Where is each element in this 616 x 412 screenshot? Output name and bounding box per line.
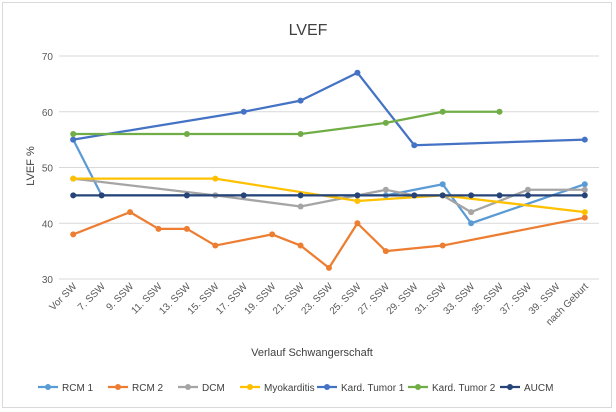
y-axis-title: LVEF %: [25, 146, 37, 186]
data-point: [240, 192, 247, 199]
gridlines: [59, 55, 599, 280]
data-point: [496, 108, 503, 115]
y-tick-label: 70: [42, 52, 54, 63]
data-point: [326, 264, 332, 271]
y-tick-label: 50: [42, 164, 54, 175]
data-point: [297, 203, 304, 210]
data-point: [70, 231, 77, 238]
data-point: [382, 119, 389, 126]
chart-frame: LVEF 30 40 50 60 70 Vor SW 7. SSW 9. SSW 11. SS…: [2, 2, 612, 408]
legend-label: Kard. Tumor 2: [432, 383, 496, 394]
data-point: [468, 192, 475, 199]
data-point: [354, 192, 361, 199]
data-point: [70, 192, 77, 199]
legend-label: Myokarditis: [264, 383, 315, 394]
legend-item: Myokarditis: [240, 383, 315, 394]
data-point: [524, 192, 531, 199]
series-line: [72, 139, 586, 225]
data-point: [70, 131, 77, 138]
data-point: [70, 136, 77, 143]
data-point: [439, 242, 446, 249]
data-point: [354, 197, 361, 204]
data-point: [98, 192, 105, 199]
legend-item: RCM 2: [108, 383, 164, 394]
y-tick-label: 60: [42, 108, 54, 119]
data-point: [354, 69, 361, 76]
legend-label: DCM: [202, 383, 225, 394]
data-point: [183, 192, 190, 199]
data-point: [297, 192, 304, 199]
data-point: [382, 248, 389, 255]
data-point: [581, 214, 588, 221]
data-point: [297, 131, 304, 138]
chart-title: LVEF: [289, 22, 328, 39]
y-tick-label: 30: [42, 275, 54, 286]
series-7: [70, 192, 588, 199]
series-5: [70, 69, 588, 149]
data-point: [155, 225, 162, 232]
legend-marker: [415, 384, 421, 390]
legend-label: RCM 1: [62, 383, 94, 394]
legend-label: RCM 2: [132, 383, 164, 394]
data-point: [354, 220, 361, 227]
series-line: [73, 110, 500, 136]
data-point: [581, 186, 588, 193]
legend-marker: [507, 384, 513, 390]
data-point: [524, 186, 531, 193]
data-point: [183, 131, 190, 138]
y-tick-label: 40: [42, 219, 54, 230]
y-tick-labels: 30 40 50 60 70: [42, 52, 54, 286]
data-point: [581, 192, 588, 199]
series-line: [72, 210, 586, 269]
data-point: [240, 108, 247, 115]
data-point: [269, 231, 276, 238]
data-point: [382, 186, 389, 193]
legend: RCM 1 RCM 2 DCM Myokarditis Kard. Tumor 1 Kar…: [38, 383, 553, 394]
legend-marker: [324, 384, 330, 390]
data-point: [183, 225, 190, 232]
data-point: [468, 209, 475, 216]
series-lines: [70, 69, 588, 271]
series-line: [73, 71, 585, 147]
series-2: [70, 209, 588, 271]
x-tick-label: 7. SSW: [76, 281, 108, 313]
data-point: [212, 242, 219, 249]
data-point: [581, 136, 588, 143]
data-point: [297, 97, 304, 104]
data-point: [411, 142, 418, 149]
legend-label: Kard. Tumor 1: [341, 383, 405, 394]
series-1: [70, 136, 588, 227]
data-point: [127, 209, 134, 216]
legend-marker: [247, 384, 253, 390]
legend-item: DCM: [178, 383, 225, 394]
data-point: [468, 220, 475, 227]
data-point: [581, 181, 588, 188]
data-point: [581, 209, 588, 216]
legend-item: Kard. Tumor 1: [317, 383, 405, 394]
data-point: [439, 181, 446, 188]
legend-item: AUCM: [500, 383, 553, 394]
legend-label: AUCM: [524, 383, 553, 394]
legend-marker: [45, 384, 51, 390]
legend-item: RCM 1: [38, 383, 94, 394]
series-6: [70, 108, 503, 138]
data-point: [496, 192, 503, 199]
legend-marker: [115, 384, 121, 390]
data-point: [212, 175, 219, 182]
data-point: [70, 175, 77, 182]
data-point: [439, 108, 446, 115]
data-point: [439, 192, 446, 199]
legend-item: Kard. Tumor 2: [408, 383, 496, 394]
data-point: [297, 242, 304, 249]
data-point: [411, 192, 418, 199]
legend-marker: [185, 384, 191, 390]
x-axis-title: Verlauf Schwangerschaft: [251, 347, 373, 359]
